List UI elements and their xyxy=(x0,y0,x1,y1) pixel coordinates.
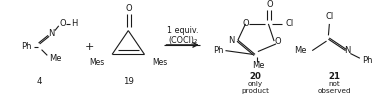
Text: O: O xyxy=(59,19,66,28)
Text: Me: Me xyxy=(49,54,61,63)
Text: 19: 19 xyxy=(123,77,134,86)
Text: only: only xyxy=(248,81,262,87)
Text: Mes: Mes xyxy=(89,58,105,67)
Text: 1 equiv.: 1 equiv. xyxy=(167,26,199,35)
Text: 4: 4 xyxy=(37,77,43,86)
Text: O: O xyxy=(242,19,249,28)
Text: observed: observed xyxy=(317,88,351,94)
Text: (COCl)₂: (COCl)₂ xyxy=(168,36,197,45)
Text: Ph: Ph xyxy=(362,56,373,65)
Text: 20: 20 xyxy=(249,72,261,81)
Text: 21: 21 xyxy=(328,72,340,81)
Text: O: O xyxy=(275,37,281,46)
Text: +: + xyxy=(85,42,94,52)
Text: Me: Me xyxy=(294,46,307,55)
Text: Ph: Ph xyxy=(214,46,224,55)
Text: Ph: Ph xyxy=(21,42,32,51)
Text: N: N xyxy=(228,36,234,45)
Text: Cl: Cl xyxy=(285,19,293,28)
Text: product: product xyxy=(241,88,269,94)
Text: N: N xyxy=(344,46,351,55)
Text: Cl: Cl xyxy=(325,12,333,21)
Text: N: N xyxy=(48,29,54,38)
Text: O: O xyxy=(266,0,273,9)
Text: O: O xyxy=(126,4,133,13)
Text: not: not xyxy=(328,81,340,87)
Text: Me: Me xyxy=(252,61,264,70)
Text: Mes: Mes xyxy=(152,58,167,67)
Text: H: H xyxy=(71,19,77,28)
